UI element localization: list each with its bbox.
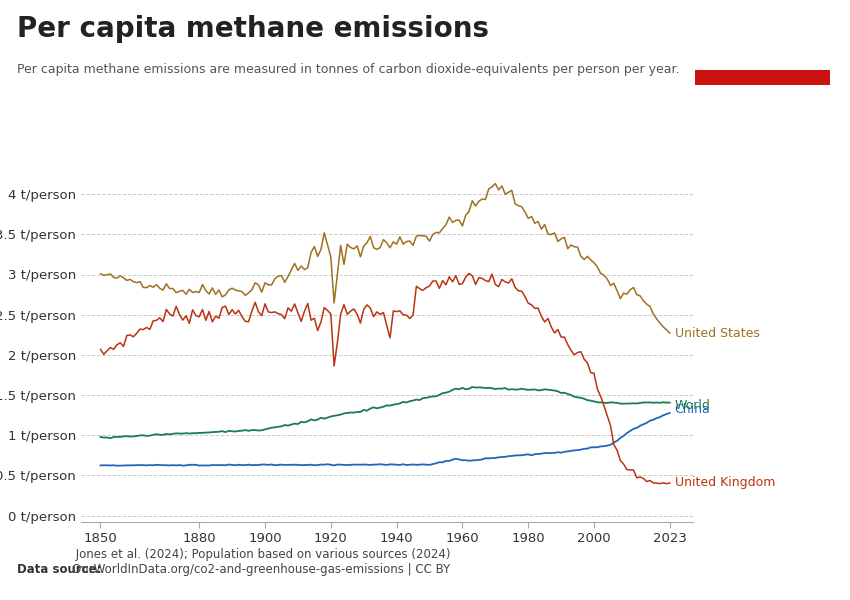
Text: in Data: in Data	[739, 49, 786, 62]
Bar	[695, 70, 830, 85]
Text: Our World: Our World	[729, 29, 796, 42]
Text: United Kingdom: United Kingdom	[675, 476, 775, 490]
Text: Per capita methane emissions are measured in tonnes of carbon dioxide-equivalent: Per capita methane emissions are measure…	[17, 63, 679, 76]
Text: Data source:: Data source:	[17, 563, 101, 576]
Text: World: World	[675, 400, 711, 412]
Text: Per capita methane emissions: Per capita methane emissions	[17, 15, 489, 43]
Text: China: China	[675, 403, 711, 416]
Text: Jones et al. (2024); Population based on various sources (2024)
OurWorldInData.o: Jones et al. (2024); Population based on…	[72, 548, 450, 576]
Text: United States: United States	[675, 326, 760, 340]
